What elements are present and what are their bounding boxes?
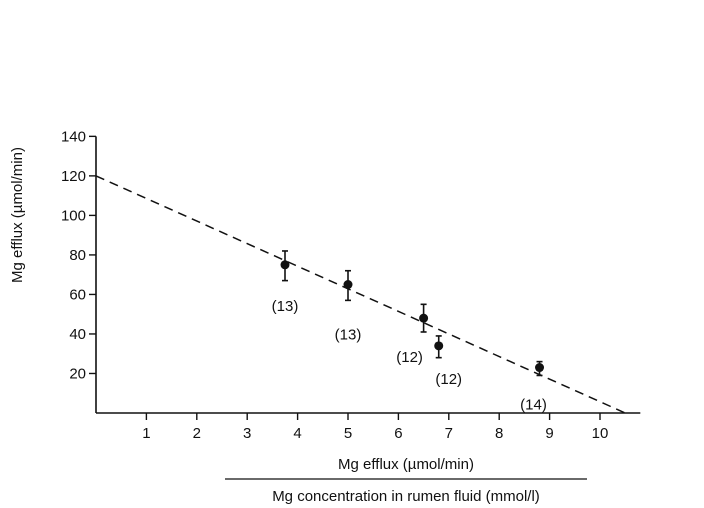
y-axis-title: Mg efflux (µmol/min) xyxy=(9,147,26,283)
x-tick-label: 1 xyxy=(142,425,150,442)
x-tick-label: 10 xyxy=(592,425,609,442)
x-axis-title-denominator: Mg concentration in rumen fluid (mmol/l) xyxy=(272,488,540,505)
point-marker xyxy=(343,280,353,290)
point-marker xyxy=(434,341,444,351)
point-label: (12) xyxy=(396,349,423,366)
data-point: (12) xyxy=(434,335,462,388)
x-tick-label: 8 xyxy=(495,425,503,442)
y-tick-label: 120 xyxy=(61,168,86,185)
y-tick-label: 40 xyxy=(69,326,86,343)
point-label: (12) xyxy=(435,371,462,388)
point-label: (14) xyxy=(520,397,547,414)
axes xyxy=(95,136,641,414)
y-tick-label: 80 xyxy=(69,247,86,264)
point-label: (13) xyxy=(335,327,362,344)
data-point: (13) xyxy=(272,250,299,315)
axis-ticks: 1 2 3 4 5 6 7 8 9 10 20 40 60 80 100 120 140 xyxy=(61,128,608,442)
point-marker xyxy=(280,260,290,270)
x-tick-label: 6 xyxy=(394,425,402,442)
data-points: (13) (13) (12) (12) (14) xyxy=(272,250,547,414)
data-point: (13) xyxy=(335,269,362,344)
x-tick-label: 4 xyxy=(293,425,301,442)
x-tick-label: 3 xyxy=(243,425,251,442)
fit-line xyxy=(95,175,626,414)
x-tick-label: 9 xyxy=(545,425,553,442)
data-point: (12) xyxy=(396,303,429,366)
x-tick-label: 7 xyxy=(445,425,453,442)
y-tick-label: 100 xyxy=(61,207,86,224)
y-tick-label: 20 xyxy=(69,365,86,382)
point-marker xyxy=(419,313,429,323)
y-tick-label: 140 xyxy=(61,128,86,145)
x-tick-label: 2 xyxy=(193,425,201,442)
point-label: (13) xyxy=(272,298,299,315)
y-tick-label: 60 xyxy=(69,286,86,303)
fit-line-group xyxy=(95,175,626,414)
point-marker xyxy=(535,363,545,373)
data-point: (14) xyxy=(520,360,547,414)
x-axis-title-numerator: Mg efflux (µmol/min) xyxy=(338,456,474,473)
x-tick-label: 5 xyxy=(344,425,352,442)
